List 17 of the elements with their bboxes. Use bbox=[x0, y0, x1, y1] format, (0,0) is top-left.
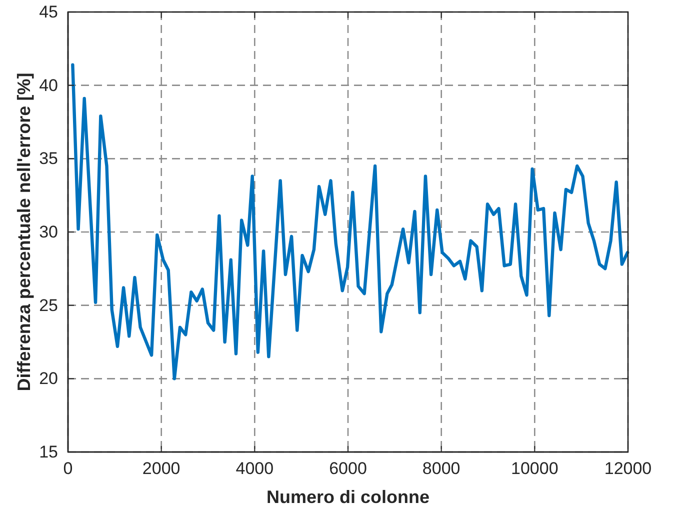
x-tick-label: 2000 bbox=[142, 459, 180, 478]
y-tick-label: 25 bbox=[39, 296, 58, 315]
y-tick-label: 20 bbox=[39, 369, 58, 388]
x-tick-label: 8000 bbox=[422, 459, 460, 478]
y-tick-label: 30 bbox=[39, 222, 58, 242]
x-tick-label: 0 bbox=[63, 459, 73, 478]
y-tick-label: 45 bbox=[39, 2, 58, 22]
y-axis-title: Differenza percentuale nell'errore [%] bbox=[14, 72, 34, 392]
y-tick-label: 40 bbox=[39, 76, 58, 95]
y-tick-label: 35 bbox=[39, 149, 58, 168]
x-tick-label: 4000 bbox=[236, 459, 274, 478]
x-tick-label: 6000 bbox=[329, 459, 367, 478]
x-tick-label: 12000 bbox=[604, 459, 652, 478]
x-axis-title: Numero di colonne bbox=[266, 487, 430, 507]
y-tick-label: 15 bbox=[39, 442, 58, 462]
line-series bbox=[71, 63, 630, 380]
x-tick-label: 10000 bbox=[511, 459, 558, 478]
